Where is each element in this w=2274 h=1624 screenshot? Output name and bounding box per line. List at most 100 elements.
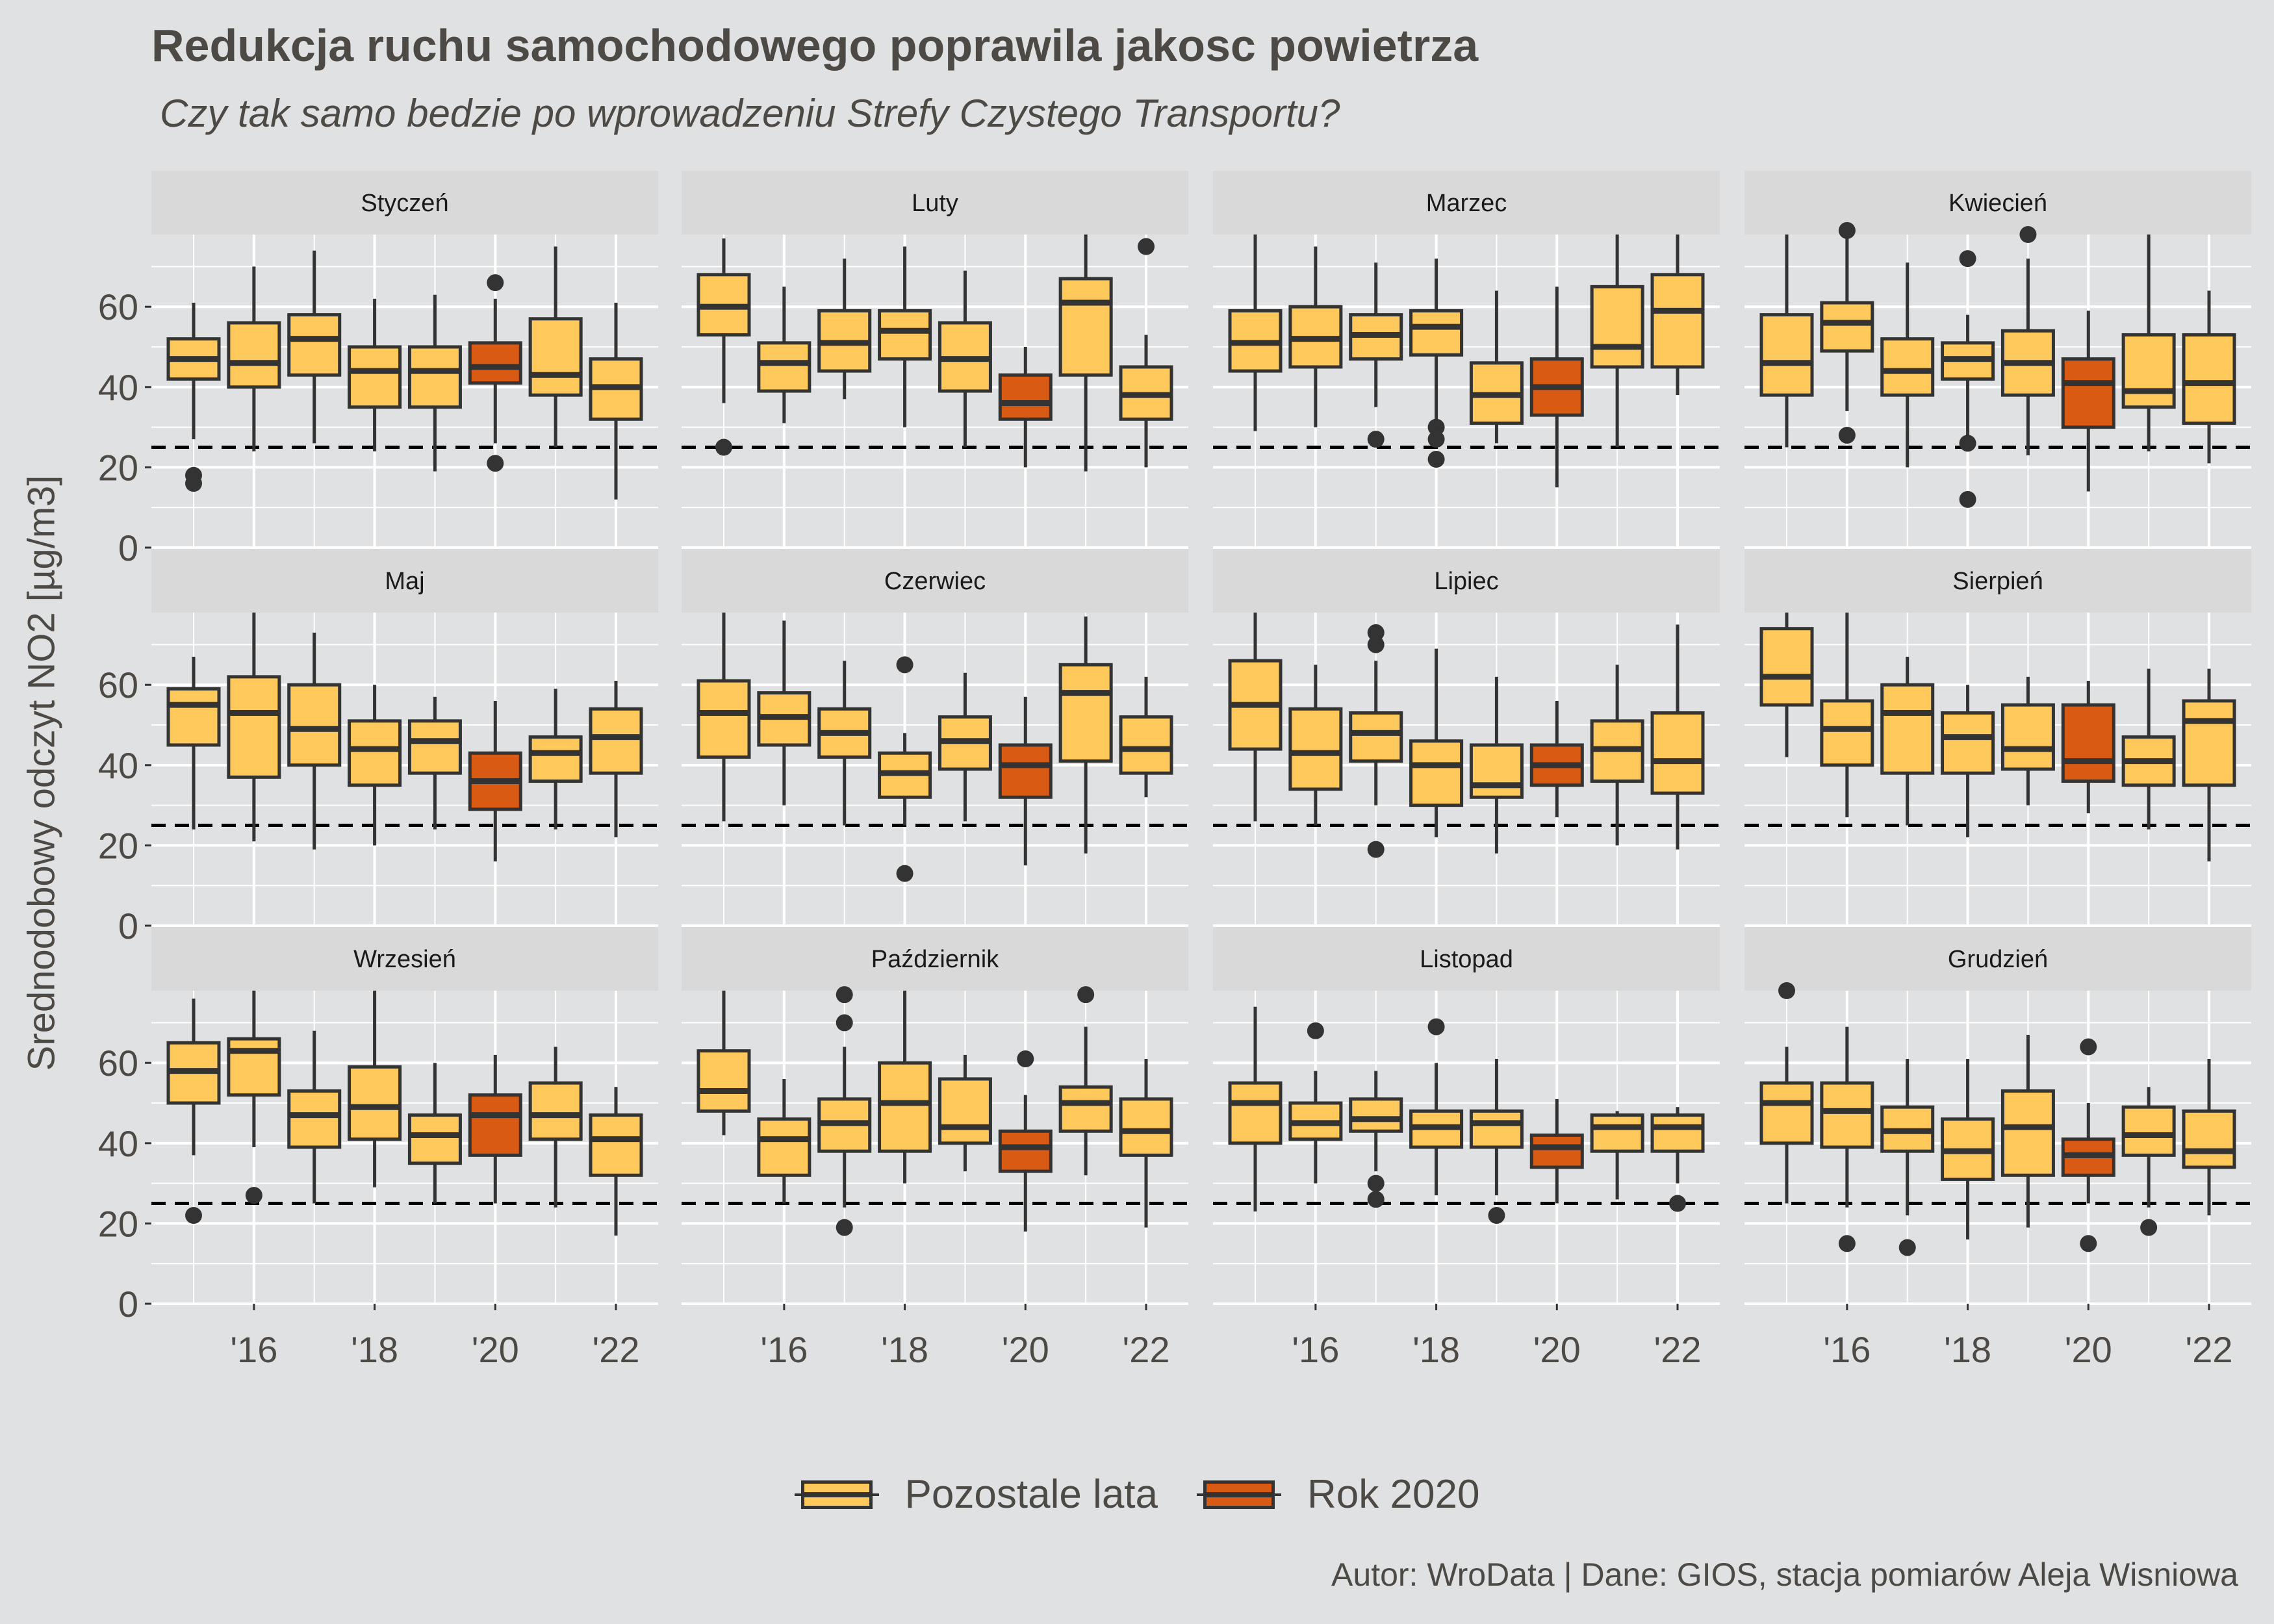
box-2018	[348, 685, 402, 846]
box-iqr	[1880, 337, 1935, 397]
y-tick-label: 20	[98, 825, 138, 866]
box-2020	[468, 274, 522, 472]
legend-key-other-years	[794, 1478, 879, 1511]
box-iqr	[696, 679, 751, 759]
box-2021	[1590, 1111, 1644, 1200]
outlier-point	[1367, 431, 1385, 448]
facet-strip-label: Październik	[871, 946, 999, 973]
facet-strip-label: Sierpień	[1952, 568, 2043, 595]
box-iqr	[227, 321, 281, 389]
outlier-point	[1077, 986, 1095, 1004]
facet-panel: Kwiecień	[1744, 171, 2251, 549]
box-2020	[1529, 1098, 1584, 1204]
outlier-point	[2080, 1038, 2097, 1056]
box-iqr	[2182, 333, 2236, 425]
box-2015	[1759, 982, 1814, 1204]
facet-panel: Wrzesień 0 20 40 60 '16 '18 '20 '22	[98, 927, 658, 1370]
x-tick-label: '22	[1123, 1329, 1170, 1370]
x-tick-label: '22	[593, 1329, 640, 1370]
box-2018	[1409, 648, 1464, 838]
facet-panel: Sierpień	[1744, 549, 2251, 927]
box-2017	[287, 250, 342, 444]
outlier-point	[1959, 435, 1976, 452]
x-tick-label: '22	[2186, 1329, 2233, 1370]
box-2021	[2121, 668, 2176, 830]
box-iqr	[227, 675, 281, 779]
facet-strip-label: Czerwiec	[884, 568, 986, 595]
box-2015	[166, 303, 221, 492]
legend-label-2020: Rok 2020	[1307, 1472, 1480, 1517]
x-tick-label: '20	[1533, 1329, 1581, 1370]
facet-panel: Luty	[682, 171, 1188, 549]
box-iqr	[468, 1093, 522, 1157]
box-iqr	[998, 743, 1053, 799]
box-iqr	[2000, 1089, 2055, 1177]
outlier-point	[1959, 490, 1976, 508]
box-2021	[1058, 235, 1113, 472]
box-2022	[1650, 235, 1705, 396]
box-iqr	[348, 1065, 402, 1141]
chart-subtitle: Czy tak samo bedzie po wprowadzeniu Stre…	[160, 92, 1340, 135]
box-2015	[1228, 1006, 1283, 1212]
box-2021	[1590, 235, 1644, 448]
outlier-point	[836, 986, 853, 1004]
legend-median	[800, 1491, 873, 1497]
box-2021	[528, 689, 583, 830]
box-iqr	[696, 1049, 751, 1113]
box-2015	[1759, 235, 1814, 448]
box-iqr	[878, 1061, 932, 1153]
box-2015	[696, 238, 751, 456]
box-iqr	[998, 373, 1053, 421]
box-iqr	[1409, 309, 1464, 357]
facet-panel: Czerwiec	[682, 549, 1188, 927]
box-iqr	[227, 1037, 281, 1097]
x-tick-label: '16	[230, 1329, 277, 1370]
box-2015	[1759, 613, 1814, 757]
box-2019	[2000, 226, 2055, 455]
outlier-point	[1367, 1174, 1385, 1192]
y-tick-label: 0	[118, 1284, 138, 1325]
box-2022	[589, 303, 643, 500]
box-2015	[1228, 613, 1283, 822]
legend-item-2020: Rok 2020	[1197, 1471, 1479, 1517]
outlier-point	[1669, 1195, 1686, 1212]
facet-strip-label: Luty	[912, 190, 958, 217]
box-2017	[1880, 656, 1935, 826]
facet-strip	[1744, 927, 2251, 991]
box-2020	[468, 1054, 522, 1204]
box-2020	[1529, 700, 1584, 818]
y-tick-label: 0	[118, 906, 138, 946]
box-iqr	[1650, 273, 1705, 369]
legend-label-other-years: Pozostale lata	[904, 1472, 1158, 1517]
facet-strip	[151, 549, 658, 613]
box-2021	[1590, 665, 1644, 846]
facet-panel: Październik '16 '18 '20 '22	[682, 927, 1188, 1370]
outlier-point	[1367, 1191, 1385, 1208]
box-iqr	[287, 683, 342, 767]
box-2020	[998, 347, 1053, 468]
box-iqr	[1058, 277, 1113, 377]
box-2018	[1409, 259, 1464, 468]
outlier-point	[1898, 1239, 1916, 1256]
box-2017	[1880, 1059, 1935, 1256]
box-2016	[227, 266, 281, 451]
box-2021	[2121, 1087, 2176, 1236]
box-2019	[1469, 290, 1524, 444]
box-2018	[1409, 1018, 1464, 1196]
outlier-point	[1427, 431, 1445, 448]
x-tick-label: '18	[881, 1329, 928, 1370]
box-2018	[348, 991, 402, 1187]
outlier-point	[1017, 1050, 1034, 1068]
box-2016	[1288, 1022, 1343, 1184]
box-2022	[589, 1087, 643, 1236]
outlier-point	[1307, 1022, 1324, 1039]
y-tick-label: 20	[98, 1203, 138, 1244]
facet-strip	[682, 927, 1188, 991]
box-2017	[1880, 262, 1935, 468]
x-tick-label: '20	[472, 1329, 519, 1370]
chart-title: Redukcja ruchu samochodowego poprawila j…	[151, 20, 1479, 71]
box-iqr	[998, 1129, 1053, 1173]
facet-panel: Marzec	[1213, 171, 1720, 549]
facet-strip-label: Listopad	[1420, 946, 1513, 973]
box-iqr	[878, 309, 932, 361]
